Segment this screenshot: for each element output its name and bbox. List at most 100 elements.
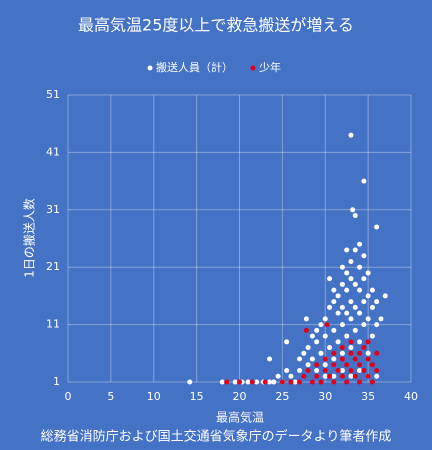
x-tick-label: 40 <box>404 390 418 403</box>
data-point <box>314 362 320 368</box>
data-point <box>331 356 337 362</box>
data-point <box>339 281 345 287</box>
data-point <box>352 373 358 379</box>
data-point <box>348 345 354 351</box>
data-point <box>378 316 384 322</box>
data-point <box>357 339 363 345</box>
data-point <box>284 339 290 345</box>
data-point <box>331 327 337 333</box>
legend-marker <box>250 65 256 71</box>
data-point <box>301 350 307 356</box>
data-point <box>267 379 273 385</box>
data-point <box>348 132 354 138</box>
data-point <box>352 213 358 219</box>
data-point <box>339 356 345 362</box>
data-point <box>365 350 371 356</box>
data-point <box>352 304 358 310</box>
data-point <box>339 304 345 310</box>
data-point <box>374 224 380 230</box>
data-point <box>369 333 375 339</box>
data-point <box>357 241 363 247</box>
data-point <box>339 264 345 270</box>
data-point <box>361 322 367 328</box>
data-point <box>303 316 309 322</box>
data-point <box>357 287 363 293</box>
data-point <box>322 333 328 339</box>
data-point <box>361 299 367 305</box>
data-point <box>301 373 307 379</box>
data-point <box>374 368 380 374</box>
data-point <box>288 379 294 385</box>
data-point <box>318 350 324 356</box>
data-point <box>361 345 367 351</box>
data-point <box>314 368 320 374</box>
data-point <box>331 287 337 293</box>
x-tick-label: 25 <box>275 390 289 403</box>
x-tick-label: 20 <box>233 390 247 403</box>
legend-marker <box>147 65 153 71</box>
data-point <box>352 247 358 253</box>
data-point <box>284 368 290 374</box>
data-point <box>331 299 337 305</box>
data-point <box>350 207 356 213</box>
data-point <box>365 373 371 379</box>
data-point <box>335 339 341 345</box>
data-point <box>275 373 281 379</box>
data-point <box>224 379 230 385</box>
data-point <box>292 379 298 385</box>
data-point <box>322 373 328 379</box>
y-tick-label: 51 <box>46 88 60 101</box>
legend-label: 搬送人員（計） <box>156 60 233 74</box>
data-point <box>339 373 345 379</box>
data-point <box>348 276 354 282</box>
data-point <box>249 379 255 385</box>
data-point <box>271 379 277 385</box>
data-point <box>374 373 380 379</box>
data-point <box>344 333 350 339</box>
data-point <box>305 362 311 368</box>
data-point <box>339 350 345 356</box>
data-point <box>365 293 371 299</box>
data-point <box>339 368 345 374</box>
data-point <box>348 258 354 264</box>
data-point <box>344 362 350 368</box>
data-point <box>348 299 354 305</box>
data-point <box>309 333 315 339</box>
data-point <box>339 322 345 328</box>
data-point <box>361 276 367 282</box>
data-point <box>357 310 363 316</box>
data-point <box>322 316 328 322</box>
data-point <box>352 281 358 287</box>
data-point <box>297 368 303 374</box>
data-point <box>318 379 324 385</box>
data-point <box>344 379 350 385</box>
x-axis-label: 最高気温 <box>216 410 264 425</box>
data-point <box>348 316 354 322</box>
data-point <box>369 379 375 385</box>
data-point <box>335 310 341 316</box>
data-point <box>314 339 320 345</box>
data-point <box>232 379 238 385</box>
data-point <box>348 339 354 345</box>
data-point <box>309 356 315 362</box>
data-point <box>322 356 328 362</box>
data-point <box>357 379 363 385</box>
data-point <box>331 373 337 379</box>
chart-title: 最高気温25度以上で救急搬送が増える <box>78 16 354 35</box>
source-note: 総務省消防庁および国土交通省気象庁のデータより筆者作成 <box>41 429 392 445</box>
data-point <box>305 368 311 374</box>
data-point <box>297 379 303 385</box>
data-point <box>365 356 371 362</box>
y-tick-label: 41 <box>46 145 60 158</box>
data-point <box>361 368 367 374</box>
data-point <box>382 293 388 299</box>
x-tick-label: 30 <box>318 390 332 403</box>
data-point <box>219 379 225 385</box>
data-point <box>331 350 337 356</box>
data-point <box>288 373 294 379</box>
data-point <box>369 304 375 310</box>
data-point <box>322 362 328 368</box>
data-point <box>335 293 341 299</box>
data-point <box>365 339 371 345</box>
x-tick-label: 0 <box>65 390 72 403</box>
